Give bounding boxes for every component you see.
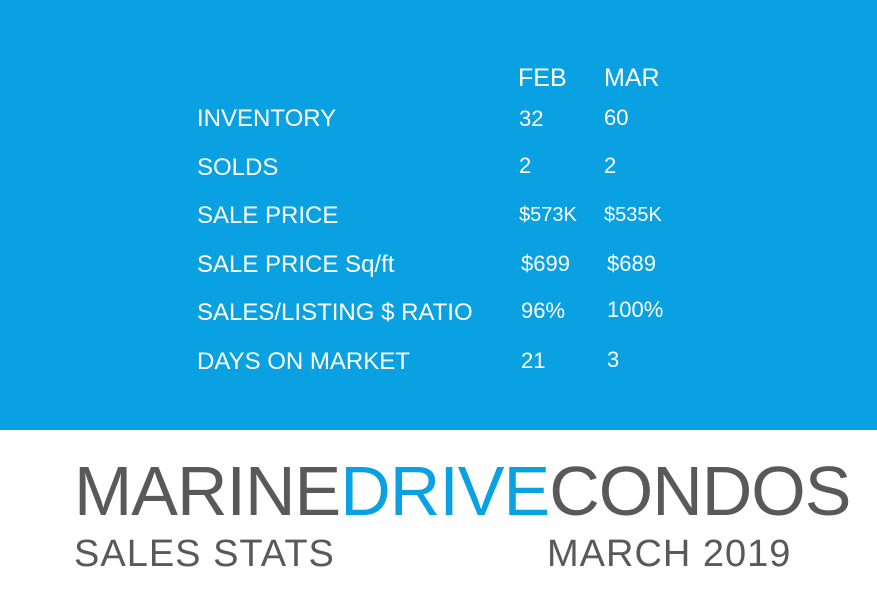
value-sales-listing-ratio-feb: 96% [521,298,566,323]
value-solds-feb: 2 [519,153,532,178]
row-label-sale-price-sqft: SALE PRICE Sq/ft [197,251,395,278]
value-solds-mar: 2 [604,153,617,178]
row-label-days-on-market: DAYS ON MARKET [197,348,410,375]
subtitle-sales-stats: SALES STATS [74,533,335,575]
value-sales-listing-ratio-mar: 100% [607,297,664,322]
brand-title: MARINEDRIVECONDOS [74,456,851,526]
value-inventory-feb: 32 [519,106,544,131]
value-sale-price-feb: $573K [519,204,577,226]
row-label-inventory: INVENTORY [197,105,337,132]
brand-word-drive: DRIVE [340,452,550,530]
value-sale-price-mar: $535K [604,204,662,226]
brand-word-marine: MARINE [74,452,341,530]
row-label-solds: SOLDS [197,154,279,181]
value-inventory-mar: 60 [604,105,629,130]
subtitle-date: MARCH 2019 [547,533,792,575]
value-sale-price-sqft-mar: $689 [607,251,656,276]
value-sale-price-sqft-feb: $699 [521,251,570,276]
value-days-on-market-mar: 3 [607,347,620,372]
value-days-on-market-feb: 21 [521,348,546,373]
column-header-mar: MAR [604,64,660,92]
row-label-sale-price: SALE PRICE [197,202,339,229]
stats-panel: FEB MAR INVENTORY 32 60 SOLDS 2 2 SALE P… [0,0,877,430]
row-label-sales-listing-ratio: SALES/LISTING $ RATIO [197,299,473,326]
column-header-feb: FEB [518,64,567,92]
brand-word-condos: CONDOS [549,452,851,530]
